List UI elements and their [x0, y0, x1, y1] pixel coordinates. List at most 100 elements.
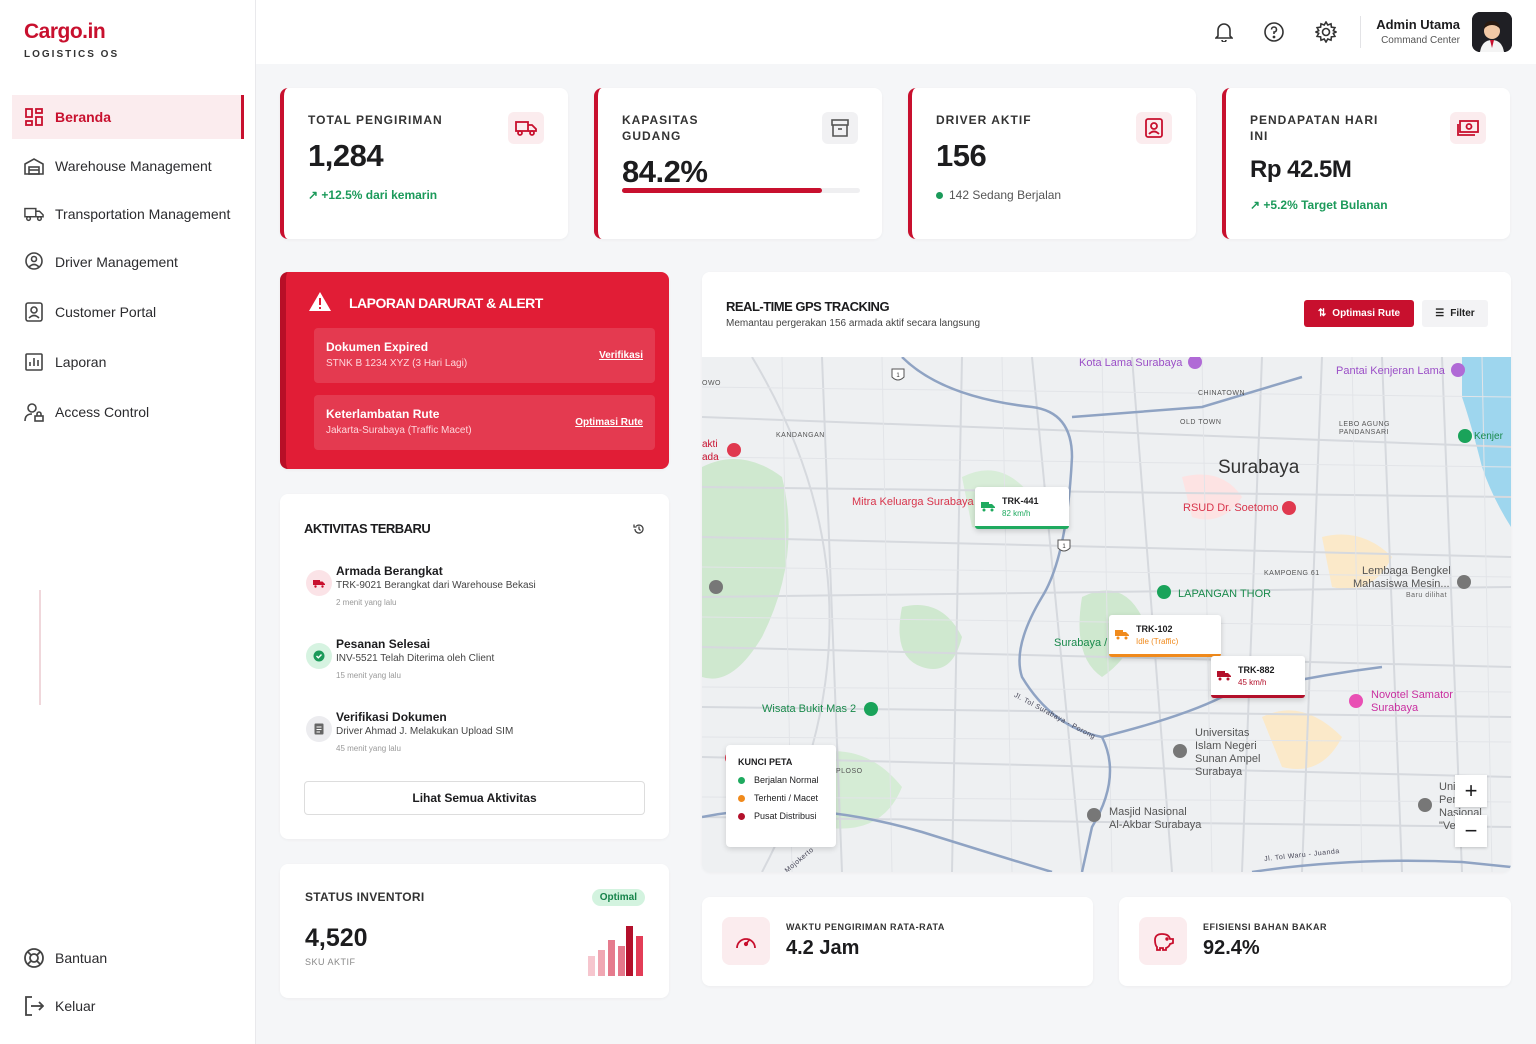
- map-label: Islam Negeri: [1195, 740, 1257, 752]
- sidebar-item-keluar[interactable]: Keluar: [12, 984, 244, 1028]
- truck-id: TRK-882: [1238, 665, 1275, 675]
- sidebar-item-label: Warehouse Management: [55, 158, 212, 174]
- metric-delivery-time: WAKTU PENGIRIMAN RATA-RATA 4.2 Jam: [702, 897, 1093, 986]
- inventory-sub: SKU AKTIF: [305, 957, 356, 967]
- money-icon: [1450, 112, 1486, 144]
- alert-item-title: Dokumen Expired: [326, 340, 429, 354]
- sidebar-item-customer-portal[interactable]: Customer Portal: [12, 290, 244, 334]
- user-portrait-icon: [24, 302, 44, 322]
- warning-icon: [308, 291, 332, 317]
- sidebar-item-beranda[interactable]: Beranda: [12, 95, 244, 139]
- warehouse-icon: [24, 156, 44, 176]
- dashboard-icon: [24, 107, 44, 127]
- avatar[interactable]: [1472, 12, 1512, 52]
- metric-label: WAKTU PENGIRIMAN RATA-RATA: [786, 922, 945, 932]
- kpi-value: 156: [936, 138, 987, 173]
- kpi-label: DRIVER AKTIF: [936, 113, 1032, 127]
- optimize-route-link[interactable]: Optimasi Rute: [575, 417, 643, 428]
- sidebar-item-label: Transportation Management: [55, 206, 231, 222]
- sidebar-item-bantuan[interactable]: Bantuan: [12, 936, 244, 980]
- sidebar-item-transportation[interactable]: Transportation Management: [12, 192, 244, 236]
- sidebar-item-label: Customer Portal: [55, 304, 157, 320]
- svg-text:1: 1: [896, 373, 900, 379]
- map-header: REAL-TIME GPS TRACKING Memantau pergerak…: [702, 272, 1511, 357]
- map-label: "Ve: [1439, 820, 1456, 832]
- truck-icon: [981, 502, 995, 512]
- legend-label: Pusat Distribusi: [754, 811, 817, 821]
- truck-marker[interactable]: TRK-441 82 km/h: [975, 487, 1069, 529]
- map-label: Surabaya / K: [1054, 637, 1118, 649]
- kpi-total-pengiriman[interactable]: TOTAL PENGIRIMAN 1,284 ↗ +12.5% dari kem…: [280, 88, 568, 239]
- sidebar-item-label: Access Control: [55, 404, 150, 420]
- truck-marker[interactable]: TRK-102 Idle (Traffic): [1109, 615, 1221, 657]
- document-icon: [306, 716, 332, 742]
- alert-item-detail: Jakarta-Surabaya (Traffic Macet): [326, 425, 472, 436]
- bell-icon[interactable]: [1212, 20, 1236, 44]
- map-label: akti: [702, 439, 718, 450]
- sidebar-item-access-control[interactable]: Access Control: [12, 390, 244, 434]
- activity-item-title: Pesanan Selesai: [336, 637, 431, 651]
- id-badge-icon: [1136, 112, 1172, 144]
- kpi-label: TOTAL PENGIRIMAN: [308, 113, 443, 127]
- map-label: KANDANGAN: [776, 432, 825, 439]
- topbar-divider: [1360, 16, 1361, 48]
- optimize-route-button[interactable]: ⇅ Optimasi Rute: [1304, 300, 1414, 327]
- map-label: Per: [1439, 794, 1457, 806]
- zoom-in-button[interactable]: +: [1455, 775, 1487, 807]
- map-title: REAL-TIME GPS TRACKING: [726, 299, 890, 314]
- map-label: Surabaya: [1195, 766, 1243, 778]
- user-role: Command Center: [1381, 35, 1460, 46]
- brand-tagline: LOGISTICS OS: [24, 49, 120, 60]
- kpi-pendapatan[interactable]: PENDAPATAN HARI INI Rp 42.5M ↗ +5.2% Tar…: [1222, 88, 1510, 239]
- history-icon[interactable]: [633, 522, 645, 540]
- legend-title: KUNCI PETA: [738, 757, 793, 767]
- filter-button[interactable]: ☰ Filter: [1422, 300, 1488, 327]
- truck-icon: [24, 204, 44, 224]
- kpi-label: KAPASITAS GUDANG: [622, 113, 699, 143]
- kpi-kapasitas-gudang[interactable]: KAPASITAS GUDANG 84.2%: [594, 88, 882, 239]
- activity-item-time: 45 menit yang lalu: [336, 744, 401, 753]
- alert-title: LAPORAN DARURAT & ALERT: [349, 295, 543, 311]
- legend-dot: [738, 812, 745, 820]
- truck-marker[interactable]: TRK-882 45 km/h: [1211, 656, 1305, 698]
- kpi-trend: ↗ +5.2% Target Bulanan: [1250, 198, 1388, 212]
- status-dot: [936, 192, 943, 199]
- map-label: Kota Lama Surabaya: [1079, 357, 1183, 369]
- help-icon[interactable]: [1262, 20, 1286, 44]
- map-canvas[interactable]: 1 1 Kota Lama Surabaya Pantai Kenjeran L…: [702, 357, 1511, 872]
- alert-item-title: Keterlambatan Rute: [326, 407, 440, 421]
- map-label: Universitas: [1195, 727, 1250, 739]
- brand-logo[interactable]: Cargo.in: [24, 20, 106, 43]
- map-label: LEBO AGUNG: [1339, 421, 1390, 428]
- metric-fuel-efficiency: EFISIENSI BAHAN BAKAR 92.4%: [1119, 897, 1511, 986]
- lifebuoy-icon: [24, 948, 44, 968]
- sidebar: Cargo.in LOGISTICS OS Beranda Warehouse …: [0, 0, 256, 1044]
- legend-item: Pusat Distribusi: [738, 811, 824, 821]
- user-name: Admin Utama: [1376, 17, 1460, 32]
- activity-item-time: 2 menit yang lalu: [336, 598, 397, 607]
- view-all-activity-button[interactable]: Lihat Semua Aktivitas: [304, 781, 645, 815]
- kpi-status: 142 Sedang Berjalan: [936, 188, 1172, 202]
- sidebar-item-warehouse[interactable]: Warehouse Management: [12, 144, 244, 188]
- truck-icon: [306, 570, 332, 596]
- activity-item-detail: Driver Ahmad J. Melakukan Upload SIM: [336, 726, 514, 737]
- legend-label: Berjalan Normal: [754, 775, 819, 785]
- legend-dot: [738, 794, 745, 802]
- timeline-line: [39, 590, 41, 705]
- capacity-progress: [622, 188, 860, 193]
- map-label: PLOSO: [836, 768, 863, 775]
- svg-text:1: 1: [1062, 544, 1066, 550]
- sidebar-item-laporan[interactable]: Laporan: [12, 340, 244, 384]
- kpi-driver-aktif[interactable]: DRIVER AKTIF 156 142 Sedang Berjalan: [908, 88, 1196, 239]
- map-label: CHINATOWN: [1198, 390, 1246, 397]
- verify-link[interactable]: Verifikasi: [599, 350, 643, 361]
- sidebar-item-driver[interactable]: Driver Management: [12, 240, 244, 284]
- zoom-out-button[interactable]: −: [1455, 815, 1487, 847]
- map-label: OWO: [702, 380, 721, 387]
- inventory-value: 4,520: [305, 924, 368, 952]
- gear-icon[interactable]: [1314, 20, 1338, 44]
- map-label: Baru dilihat: [1406, 592, 1448, 599]
- speedometer-icon: [722, 917, 770, 965]
- kpi-label: PENDAPATAN HARI INI: [1250, 113, 1379, 143]
- map-label: ada: [702, 452, 719, 463]
